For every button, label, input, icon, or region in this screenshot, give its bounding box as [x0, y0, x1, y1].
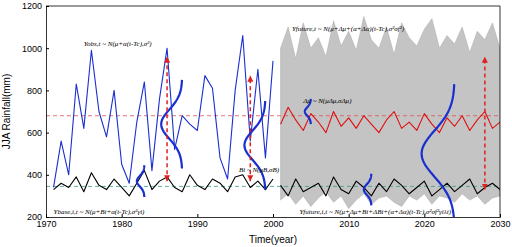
tick-mark [500, 214, 501, 217]
tick-label: 2030 [490, 219, 510, 229]
tick-label: 2010 [339, 219, 359, 229]
tick-label: 1980 [112, 219, 132, 229]
tick: 2000 [263, 214, 283, 229]
distribution-curve [422, 84, 455, 217]
distribution-curve [364, 174, 371, 206]
tick: 1000 [22, 44, 49, 54]
annotation: Δμ ~ N(μΔμ,σΔμ) [302, 97, 352, 105]
tick: 600 [27, 128, 49, 138]
arrow [484, 57, 486, 190]
tick-mark [46, 133, 49, 134]
tick: 800 [27, 86, 49, 96]
reference-line [46, 115, 500, 116]
annotation: Yfuture,i,t ~ N(μ+Δμ+Bi+ΔBi+(α+Δα)(t-Tc)… [299, 208, 451, 216]
tick-label: 1000 [22, 44, 42, 54]
annotation: Bi ~ N(μB,σB) [239, 166, 280, 174]
tick: 1200 [22, 1, 49, 11]
tick-label: 400 [27, 170, 42, 180]
tick-mark [46, 90, 49, 91]
tick-mark [46, 175, 49, 176]
distribution-curve [137, 165, 144, 197]
marks [46, 17, 500, 217]
tick-mark [46, 6, 49, 7]
tick: 2030 [490, 214, 510, 229]
tick-mark [197, 214, 198, 217]
distribution-curve [161, 80, 182, 169]
tick: 400 [27, 170, 49, 180]
annotation: Yobs,t ~ N(μ+α(t-Tc),σ²) [84, 40, 152, 48]
tick-label: 1200 [22, 1, 42, 11]
axis-line [47, 7, 50, 218]
distribution-curve [244, 101, 265, 190]
y-axis: 200 400 600 800 1000 1200 [22, 1, 49, 222]
x-axis-title: Time(year) [249, 234, 297, 245]
frame [500, 6, 501, 217]
series-line [54, 171, 273, 196]
chart: 1970198019902000201020202030200400600800… [0, 0, 512, 247]
plot: 1970198019902000201020202030200400600800… [22, 1, 511, 229]
tick-label: 2000 [263, 219, 283, 229]
tick-label: 200 [27, 212, 42, 222]
arrow [166, 57, 168, 181]
tick-label: 600 [27, 128, 42, 138]
annotation: Ybase,i,t ~ N(μ+Bi+α(t-Tc),σ²γi) [54, 208, 146, 216]
frame [46, 6, 500, 7]
y-axis-title: JJA Rainfall(mm) [1, 74, 12, 150]
series-line [281, 107, 500, 132]
series-line [281, 177, 500, 196]
tick-label: 800 [27, 86, 42, 96]
annotation: Yfuture,t ~ N(μ+Δμ+(α+Δα)(t-Tc),σ²σf²) [292, 25, 405, 33]
tick-label: 2020 [415, 219, 435, 229]
tick: 1990 [188, 214, 208, 229]
reference-line [46, 186, 500, 187]
tick-mark [273, 214, 274, 217]
tick-label: 1990 [188, 219, 208, 229]
tick: 200 [27, 212, 49, 222]
tick-mark [46, 217, 49, 218]
ensemble-band [281, 17, 500, 209]
tick-mark [46, 48, 49, 49]
